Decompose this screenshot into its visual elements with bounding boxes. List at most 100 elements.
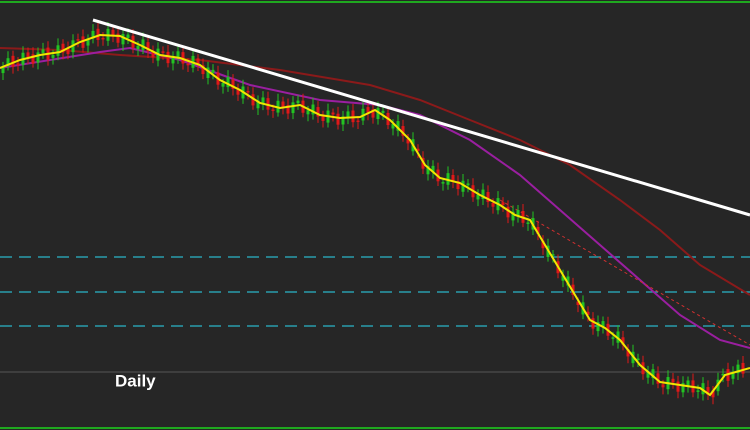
candle-body <box>176 51 180 59</box>
candle-body <box>371 109 375 118</box>
candle-body <box>681 383 685 393</box>
candle-body <box>406 139 410 144</box>
candle-body <box>116 33 120 43</box>
candle-body <box>381 110 385 114</box>
candle-body <box>221 82 225 87</box>
candle-body <box>261 97 265 105</box>
candle-body <box>86 38 90 46</box>
candle-body <box>256 100 260 109</box>
candle-body <box>621 337 625 345</box>
candle-body <box>596 322 600 332</box>
candle-body <box>731 372 735 379</box>
candle-body <box>536 226 540 235</box>
candle-body <box>41 49 45 54</box>
candle-body <box>266 98 270 110</box>
candle-body <box>511 211 515 221</box>
candle-body <box>561 275 565 281</box>
candle-body <box>36 52 40 63</box>
candle-body <box>591 318 595 329</box>
candle-body <box>456 181 460 190</box>
candle-body <box>1 66 5 74</box>
candle-body <box>166 51 170 64</box>
candle-body <box>451 174 455 182</box>
trend-line <box>92 18 750 217</box>
candle-body <box>316 107 320 117</box>
candle-body <box>26 52 30 58</box>
candle-body <box>721 373 725 376</box>
candle-body <box>111 29 115 36</box>
candle-body <box>236 89 240 95</box>
candle-body <box>151 51 155 58</box>
candle-body <box>101 37 105 40</box>
candle-body <box>586 311 590 315</box>
candle-body <box>656 373 660 384</box>
candle-body <box>211 69 215 73</box>
candle-body <box>186 63 190 66</box>
candle-body <box>491 202 495 207</box>
candle-body <box>286 105 290 114</box>
candle-body <box>141 39 145 50</box>
candle-body <box>91 30 95 39</box>
candle-body <box>636 358 640 361</box>
candle-body <box>356 120 360 123</box>
candle-body <box>146 42 150 52</box>
candle-body <box>481 189 485 199</box>
candle-body <box>501 202 505 206</box>
candle-body <box>296 100 300 104</box>
candle-body <box>676 381 680 392</box>
candle-body <box>126 34 130 38</box>
candle-body <box>711 390 715 398</box>
candle-body <box>81 36 85 48</box>
candle-body <box>736 364 740 374</box>
candle-body <box>466 183 470 186</box>
candle-body <box>486 192 490 203</box>
candle-body <box>516 210 520 216</box>
candle-body <box>391 124 395 129</box>
slow-moving-average <box>0 47 750 296</box>
candle-body <box>601 321 605 327</box>
candle-body <box>611 337 615 339</box>
candle-body <box>401 126 405 136</box>
candle-body <box>651 369 655 379</box>
candle-body <box>66 48 70 54</box>
fast-moving-average <box>0 33 750 397</box>
candle-body <box>506 206 510 218</box>
candle-body <box>336 113 340 125</box>
candle-body <box>341 116 345 125</box>
candle-body <box>346 111 350 118</box>
candle-body <box>696 390 700 392</box>
candle-body <box>201 65 205 75</box>
candle-body <box>206 67 210 78</box>
candle-body <box>646 372 650 378</box>
candle-body <box>11 55 15 67</box>
projection-line <box>499 199 750 346</box>
candle-body <box>76 39 80 41</box>
candle-body <box>431 165 435 173</box>
candle-body <box>61 43 65 53</box>
candle-body <box>686 380 690 386</box>
candle-body <box>136 45 140 50</box>
candle-body <box>376 108 380 119</box>
candle-body <box>321 116 325 121</box>
candle-body <box>231 79 235 89</box>
candle-body <box>6 58 10 67</box>
support-lines <box>0 256 750 327</box>
candle-body <box>51 54 55 58</box>
candle-body <box>706 387 710 395</box>
candle-body <box>121 34 125 45</box>
candle-body <box>31 54 35 64</box>
candle-body <box>741 362 745 374</box>
mid-moving-average <box>0 46 750 349</box>
candle-body <box>16 63 20 66</box>
candle-body <box>96 28 100 40</box>
candle-body <box>396 121 400 131</box>
candle-body <box>181 52 185 64</box>
candle-body <box>416 148 420 152</box>
candle-body <box>366 107 370 114</box>
candle-body <box>56 45 60 56</box>
candle-body <box>226 77 230 88</box>
candle-body <box>671 378 675 383</box>
